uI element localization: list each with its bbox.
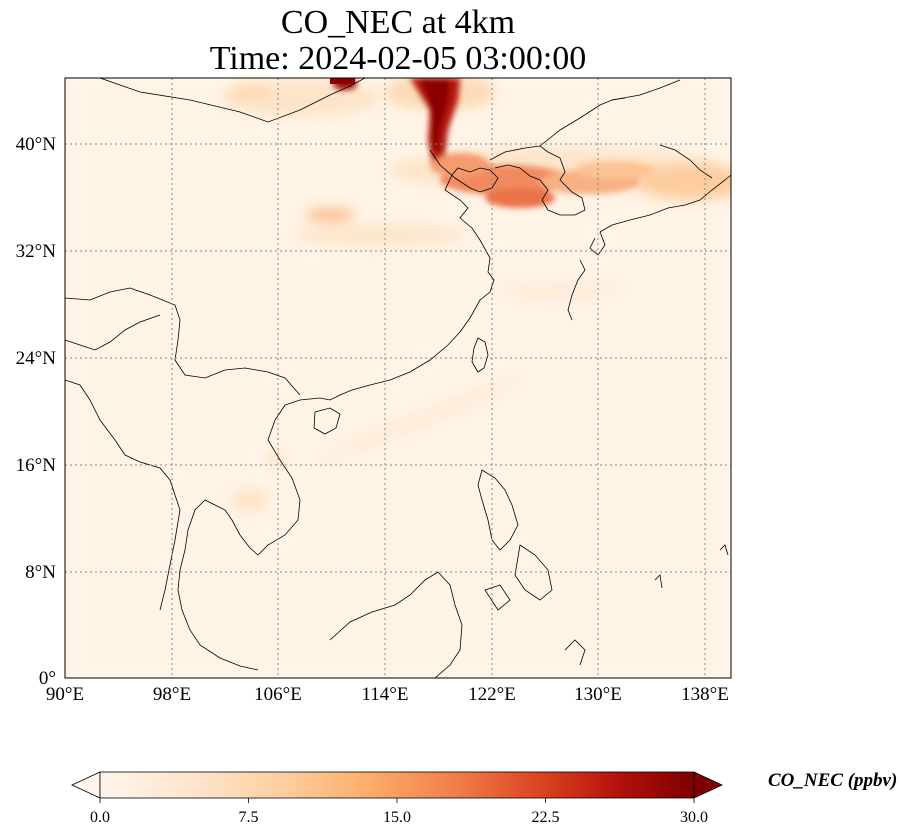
- lon-tick: 122°E: [468, 684, 516, 705]
- lon-tick-labels: 90°E 98°E 106°E 114°E 122°E 130°E 138°E: [46, 684, 729, 705]
- lat-tick: 0°: [39, 668, 56, 689]
- lon-tick: 90°E: [46, 684, 84, 705]
- co-field: [220, 78, 731, 510]
- colorbar-tick: 15.0: [383, 809, 411, 826]
- map-frame: [64, 77, 732, 679]
- gridlines: [65, 78, 731, 678]
- lat-tick: 24°N: [16, 348, 57, 369]
- colorbar-tick: 30.0: [680, 809, 708, 826]
- colorbar-tick: 0.0: [90, 809, 110, 826]
- lon-tick: 106°E: [254, 684, 302, 705]
- lat-tick: 16°N: [16, 455, 57, 476]
- lon-tick: 114°E: [362, 684, 409, 705]
- map-panel: [65, 78, 731, 678]
- colorbar-extend-max: [693, 771, 723, 799]
- lat-tick: 8°N: [25, 562, 56, 583]
- colorbar-label: CO_NEC (ppbv): [768, 770, 898, 791]
- coastlines: [65, 78, 731, 678]
- lat-tick: 32°N: [16, 241, 57, 262]
- lon-tick: 138°E: [681, 684, 729, 705]
- map-time-subtitle: Time: 2024-02-05 03:00:00: [209, 40, 587, 77]
- lon-tick: 130°E: [574, 684, 622, 705]
- lat-tick-labels: 0° 8°N 16°N 24°N 32°N 40°N: [16, 134, 57, 689]
- map-title: CO_NEC at 4km: [280, 4, 516, 41]
- colorbar-gradient: [99, 771, 695, 799]
- lat-tick: 40°N: [16, 134, 57, 155]
- colorbar-extend-min: [71, 771, 101, 799]
- colorbar-tick: 7.5: [239, 809, 259, 826]
- colorbar: 0.0 7.5 15.0 22.5 30.0: [71, 771, 723, 826]
- lon-tick: 98°E: [153, 684, 191, 705]
- colorbar-tick: 22.5: [532, 809, 560, 826]
